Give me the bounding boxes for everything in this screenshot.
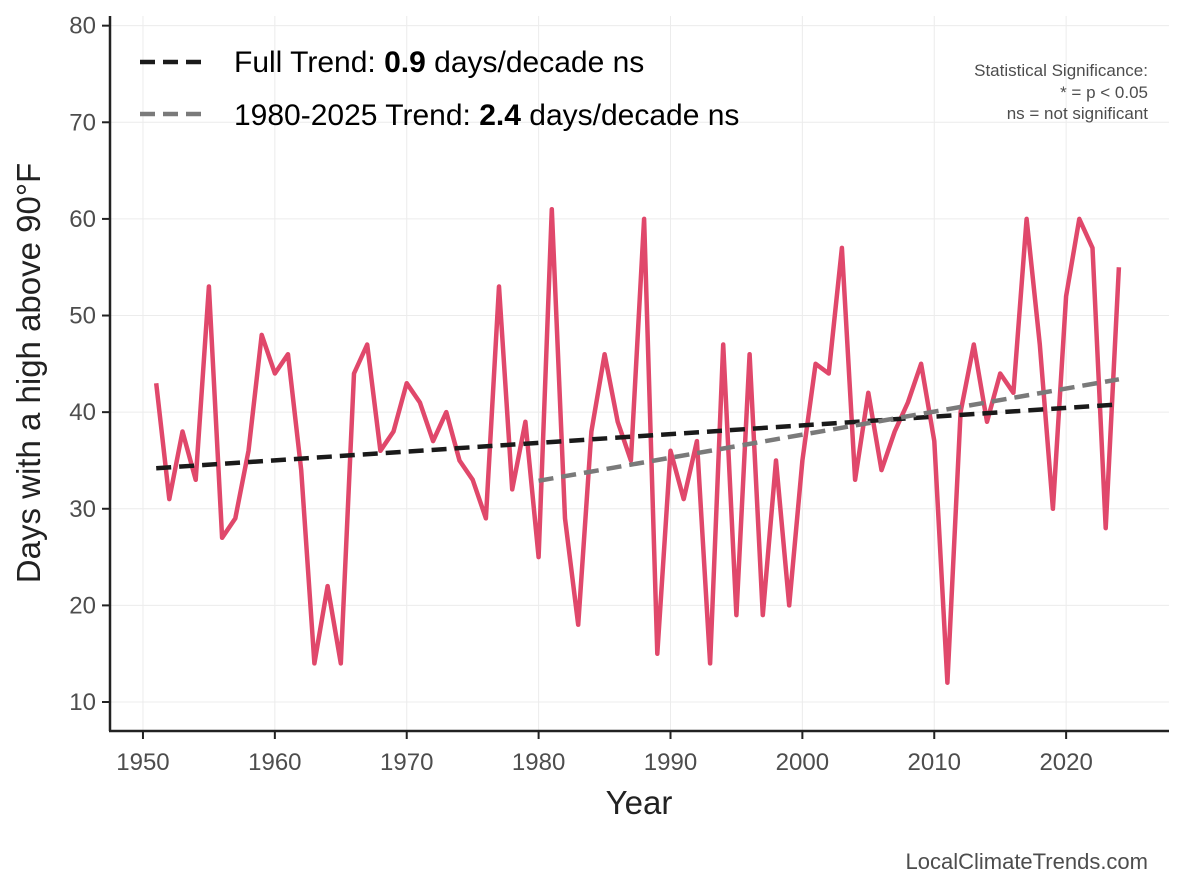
legend-full-trend-label: Full Trend: 0.9 days/decade ns <box>234 46 644 79</box>
series-layer <box>153 206 1122 685</box>
y-ticks: 10 20 30 40 50 60 70 80 <box>69 13 110 716</box>
annual-days-line <box>153 206 1122 685</box>
significance-star-line: * = p < 0.05 <box>1060 83 1148 102</box>
y-tick-label-20: 20 <box>69 592 96 619</box>
site-credit: LocalClimateTrends.com <box>906 849 1149 874</box>
y-axis-title: Days with a high above 90°F <box>10 163 47 583</box>
x-tick-label-2020: 2020 <box>1039 749 1092 776</box>
y-tick-label-50: 50 <box>69 303 96 330</box>
x-tick-label-1990: 1990 <box>644 749 697 776</box>
y-tick-label-40: 40 <box>69 399 96 426</box>
legend-recent-trend-label: 1980-2025 Trend: 2.4 days/decade ns <box>234 99 739 132</box>
y-tick-label-80: 80 <box>69 13 96 40</box>
significance-title: Statistical Significance: <box>974 61 1148 80</box>
x-tick-label-1960: 1960 <box>248 749 301 776</box>
legend: Full Trend: 0.9 days/decade ns 1980-2025… <box>140 46 739 132</box>
x-ticks: 1950 1960 1970 1980 1990 2000 2010 2020 <box>116 731 1093 776</box>
recent-trend-line <box>538 377 1120 484</box>
y-tick-label-10: 10 <box>69 689 96 716</box>
y-tick-label-60: 60 <box>69 206 96 233</box>
x-tick-label-1950: 1950 <box>116 749 169 776</box>
full-trend-line <box>156 402 1120 471</box>
x-tick-label-2000: 2000 <box>776 749 829 776</box>
significance-note: Statistical Significance: * = p < 0.05 n… <box>974 61 1148 123</box>
x-tick-label-1970: 1970 <box>380 749 433 776</box>
y-tick-label-30: 30 <box>69 496 96 523</box>
x-tick-label-2010: 2010 <box>908 749 961 776</box>
axes <box>108 16 1169 733</box>
y-tick-label-70: 70 <box>69 109 96 136</box>
x-axis-title: Year <box>606 784 673 821</box>
significance-ns-line: ns = not significant <box>1007 104 1149 123</box>
x-tick-label-1980: 1980 <box>512 749 565 776</box>
